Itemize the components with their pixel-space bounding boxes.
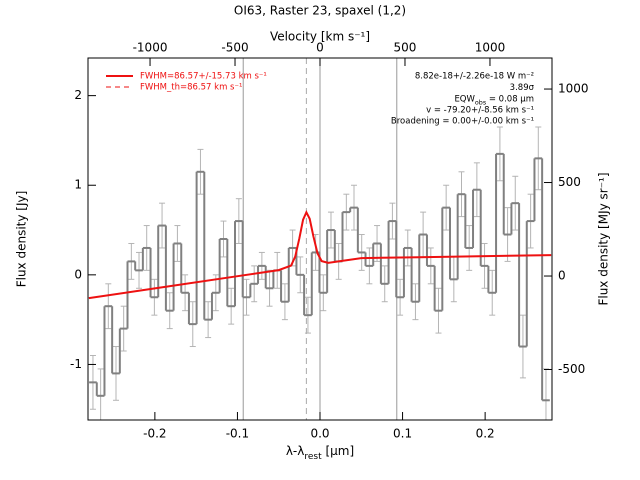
y-tick-label: 1 bbox=[74, 178, 82, 192]
top-tick-label: 1000 bbox=[475, 41, 506, 55]
y2-axis-label: Flux density [MJy sr⁻¹] bbox=[597, 172, 611, 305]
x-tick-label: 0.2 bbox=[476, 427, 495, 441]
annotation: 3.89σ bbox=[510, 83, 535, 93]
annotation: 8.82e-18+/-2.26e-18 W m⁻² bbox=[415, 72, 534, 82]
annotation-part: = 0.08 μm bbox=[486, 94, 534, 104]
top-tick-label: 0 bbox=[316, 41, 324, 55]
plot-area bbox=[88, 58, 552, 420]
annotation: EQWobs = 0.08 μm bbox=[454, 94, 534, 107]
top-tick-label: -1000 bbox=[133, 41, 168, 55]
legend-fit-text: FWHM=86.57+/-15.73 km s⁻¹ bbox=[140, 72, 267, 82]
x-tick-label: 0.1 bbox=[393, 427, 412, 441]
annotation: v = -79.20+/-8.56 km s⁻¹ bbox=[426, 105, 534, 115]
x-axis-label: λ-λrest [μm] bbox=[286, 444, 354, 462]
top-tick-label: 500 bbox=[394, 41, 417, 55]
annotation-part: obs bbox=[475, 99, 486, 107]
annotation-part: EQW bbox=[454, 94, 475, 104]
x-tick-label: -0.1 bbox=[226, 427, 249, 441]
y2-tick-label: 0 bbox=[558, 269, 566, 283]
y-axis-label: Flux density [Jy] bbox=[15, 191, 29, 288]
chart-title: OI63, Raster 23, spaxel (1,2) bbox=[234, 4, 406, 18]
fit-line bbox=[88, 209, 552, 300]
x-tick-label: -0.2 bbox=[143, 427, 166, 441]
y2-tick-label: -500 bbox=[558, 362, 585, 376]
top-axis-label: Velocity [km s⁻¹] bbox=[270, 30, 370, 44]
x-axis-label-part: λ-λ bbox=[286, 444, 305, 458]
x-axis-label-part: rest bbox=[304, 452, 322, 462]
x-axis-label-part: [μm] bbox=[322, 444, 355, 458]
y-tick-label: 2 bbox=[74, 88, 82, 102]
y-tick-label: 0 bbox=[74, 267, 82, 281]
legend-th-text: FWHM_th=86.57 km s⁻¹ bbox=[140, 83, 242, 93]
y-tick-label: -1 bbox=[70, 357, 82, 371]
annotation: Broadening = 0.00+/-0.00 km s⁻¹ bbox=[391, 117, 534, 127]
y2-tick-label: 1000 bbox=[558, 82, 589, 96]
x-tick-label: 0.0 bbox=[310, 427, 329, 441]
top-tick-label: -500 bbox=[221, 41, 248, 55]
y2-tick-label: 500 bbox=[558, 175, 581, 189]
